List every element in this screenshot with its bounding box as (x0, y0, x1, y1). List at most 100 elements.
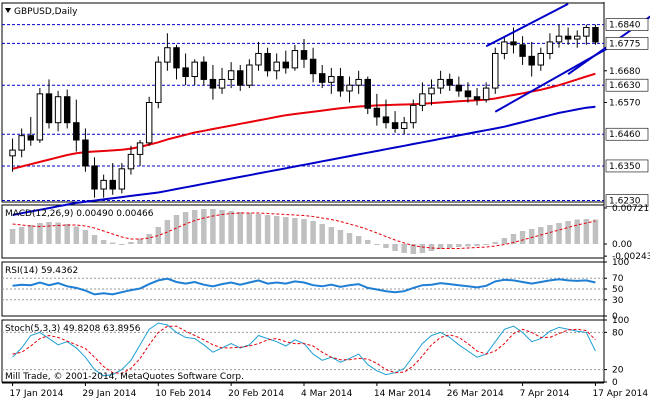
candle-body (482, 87, 490, 101)
candle-body (300, 50, 308, 60)
candle (164, 33, 171, 71)
candle-body (573, 35, 581, 40)
blue-moving-average (12, 105, 596, 216)
candle-body (428, 87, 435, 95)
candle (337, 67, 344, 97)
candle (346, 76, 353, 103)
candle-body (136, 142, 144, 155)
price-level-tag (605, 37, 649, 50)
macd-histogram-bar (137, 239, 143, 244)
price-level-label: 1.6630 (609, 81, 641, 91)
candle (237, 65, 244, 91)
macd-histogram-bar (446, 244, 453, 248)
macd-histogram-bar (392, 244, 398, 251)
candle (246, 59, 253, 89)
macd-histogram-bar (456, 244, 462, 247)
macd-histogram-bar (182, 212, 189, 244)
macd-histogram-bar (492, 242, 498, 244)
candle (200, 56, 208, 86)
macd-histogram-bar (128, 242, 134, 244)
candle (282, 50, 290, 74)
candle (318, 65, 326, 89)
candle-body (528, 55, 535, 66)
price-level-label: 1.6230 (609, 197, 641, 207)
macd-histogram-bar (346, 233, 353, 244)
price-level-tag (605, 194, 649, 207)
candle (264, 47, 271, 77)
candle-body (328, 76, 335, 83)
macd-histogram-bar (273, 216, 280, 244)
macd-histogram-bar (210, 209, 216, 244)
macd-histogram-bar (483, 244, 489, 245)
candle-body (145, 102, 153, 144)
candle (73, 99, 80, 152)
candle (127, 145, 135, 175)
macd-histogram-bar (82, 230, 89, 244)
candle (218, 67, 226, 94)
macd-histogram-bar (510, 234, 517, 244)
price-tick-label: 1.6570 (609, 99, 641, 109)
candle (364, 76, 371, 115)
rsi-tick-label: 70 (612, 274, 624, 284)
candle-body (200, 61, 208, 80)
candle (18, 128, 25, 158)
candle-body (227, 70, 235, 80)
candle-body (446, 78, 453, 86)
candle (555, 24, 563, 48)
candle-body (246, 64, 253, 86)
candle (300, 39, 308, 68)
candle (473, 88, 481, 106)
candle-body (273, 61, 280, 72)
price-level-label: 1.6350 (609, 162, 641, 172)
candle (573, 30, 581, 48)
macd-histogram-bar (337, 230, 344, 244)
chart-marks (2, 2, 650, 377)
candle-body (419, 93, 426, 106)
rsi-tick-label: 30 (612, 296, 624, 306)
candle-body (182, 67, 189, 78)
candle-body (36, 93, 44, 141)
macd-histogram-bar (583, 219, 590, 244)
macd-histogram-bar (528, 229, 535, 244)
macd-tick-label: -0.00243 (612, 252, 650, 262)
channel-trend-line (485, 2, 569, 48)
candle-body (382, 116, 390, 124)
macd-histogram-bar (374, 244, 380, 245)
macd-histogram-bar (18, 227, 25, 244)
macd-histogram-bar (301, 219, 307, 244)
time-axis-label: 10 Feb 2014 (155, 389, 211, 399)
candle-body (191, 61, 198, 78)
candle (209, 65, 217, 100)
candle (501, 36, 508, 60)
candle-body (291, 50, 299, 69)
chart-menu-triangle-icon (5, 8, 11, 13)
price-level-label: 1.6460 (609, 130, 641, 140)
macd-histogram-bar (100, 240, 107, 244)
candle-body (109, 179, 116, 190)
candle-body (264, 52, 271, 72)
macd-histogram-bar (73, 226, 80, 244)
macd-histogram-bar (547, 225, 553, 244)
time-axis-label: 20 Feb 2014 (228, 389, 284, 399)
candle (592, 24, 599, 45)
stoch-tick-label: 80 (612, 328, 624, 338)
candle (464, 82, 472, 103)
candle (182, 53, 189, 86)
macd-histogram-bar (283, 217, 289, 244)
candle (391, 111, 399, 133)
time-axis-label: 29 Jan 2014 (82, 389, 136, 399)
price-tick-label: 1.6680 (609, 67, 641, 77)
macd-signal-line (12, 212, 596, 249)
macd-histogram-bar (55, 222, 61, 244)
macd-histogram-bar (255, 214, 262, 244)
candle (91, 157, 98, 198)
time-axis-label: 17 Apr 2014 (592, 389, 648, 399)
macd-histogram-bar (146, 234, 152, 244)
macd-histogram-bar (292, 218, 298, 244)
macd-histogram-bar (237, 212, 243, 244)
candle (118, 163, 126, 194)
candle-body (337, 76, 344, 92)
macd-histogram-bar (365, 240, 371, 244)
candle (410, 99, 417, 129)
macd-histogram-bar (155, 227, 162, 244)
